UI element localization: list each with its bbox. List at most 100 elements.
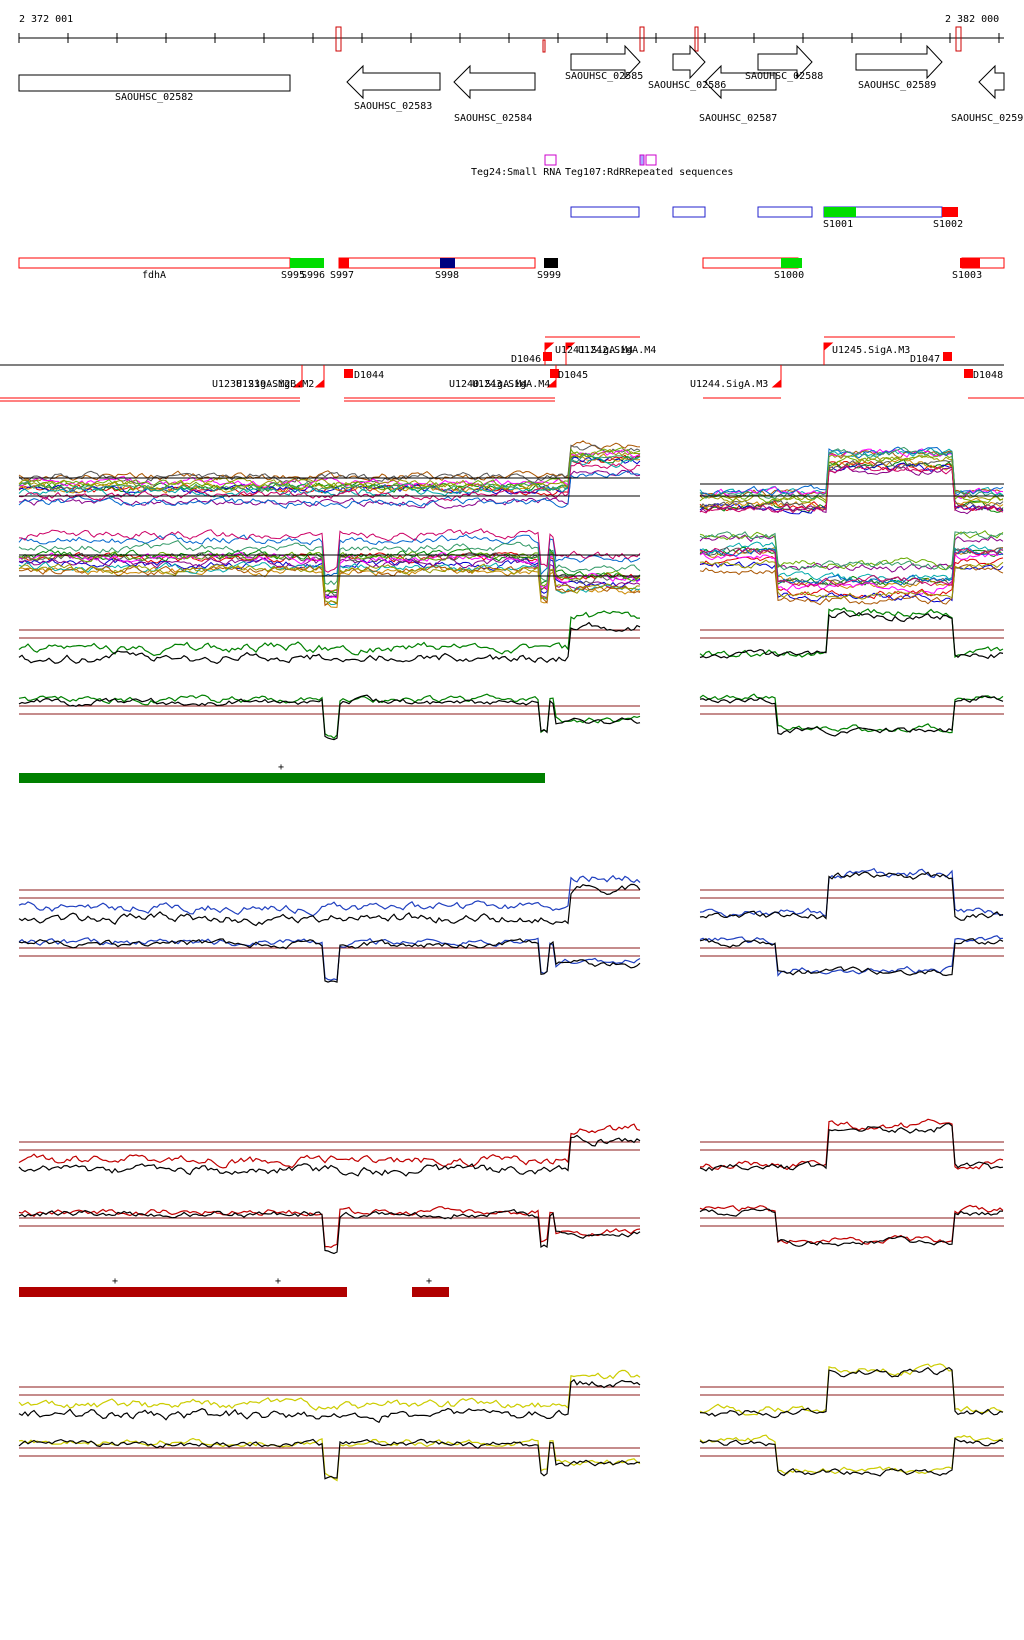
expr-trace-multi [18, 540, 641, 586]
expr-trace-multi [699, 446, 1004, 496]
expr-trace-multi [699, 460, 1004, 511]
gene-label: SAOUHSC_02586 [648, 80, 726, 91]
gene-saouhsc-02583[interactable]: SAOUHSC_02583 [346, 64, 441, 112]
gene-saouhsc-02586[interactable]: SAOUHSC_02586 [648, 44, 726, 91]
segment-track-upper: S1001 S1002 [570, 206, 963, 230]
expr-trace-multi [18, 551, 641, 599]
segment-s1002[interactable] [942, 207, 958, 217]
expr-trace-multi [18, 470, 641, 509]
terminator-label: D1045 [558, 370, 588, 381]
repeat-box[interactable] [645, 154, 657, 166]
gene-label: SAOUHSC_02589 [858, 80, 936, 91]
expr-trace-multi [699, 450, 1004, 499]
segment-label: S997 [330, 270, 354, 281]
band-plus: + [112, 1276, 118, 1287]
segment-label: S995 [281, 270, 305, 281]
expr-trace-multi [18, 533, 641, 577]
segment-label: S999 [537, 270, 561, 281]
expr-trace [699, 1204, 1004, 1245]
gene-label: SAOUHSC_02588 [745, 71, 823, 82]
expr-trace [699, 1437, 1004, 1477]
gene-saouhsc-02582[interactable]: SAOUHSC_02582 [18, 74, 291, 103]
misc-label: Teg24:Small RNA [471, 167, 561, 178]
promoter-label: U1245.SigA.M3 [832, 345, 910, 356]
segment-s997[interactable] [339, 258, 349, 268]
expr-trace [18, 1378, 641, 1424]
expr-trace-multi [699, 446, 1004, 500]
expr-trace-multi [18, 552, 641, 596]
expr-trace-multi [699, 454, 1004, 503]
segment-s995-s996[interactable] [290, 258, 324, 268]
promoter-label: U1239.SigB.M2 [236, 379, 314, 390]
segment-s1001[interactable] [824, 207, 856, 217]
segment-s999[interactable] [544, 258, 558, 268]
band-red[interactable] [19, 1287, 347, 1297]
expr-trace-multi [18, 440, 641, 483]
segment-label: fdhA [142, 270, 166, 281]
ruler-mark [955, 26, 962, 52]
expr-trace-multi [18, 563, 641, 604]
expr-trace [699, 1363, 1004, 1416]
promoter-label: U1241.SigA.M4 [555, 345, 633, 356]
expr-trace-multi [18, 528, 641, 573]
ruler-mark [335, 26, 342, 52]
expr-trace [18, 1123, 641, 1169]
expr-trace-multi [18, 561, 641, 605]
band-green[interactable] [19, 773, 545, 783]
gene-saouhsc-02588[interactable]: SAOUHSC_02588 [745, 44, 823, 82]
expr-trace-multi [18, 453, 641, 493]
expr-trace [699, 1434, 1004, 1475]
segment-s998[interactable] [440, 258, 455, 268]
gene-saouhsc-02589[interactable]: SAOUHSC_02589 [855, 44, 943, 91]
segment-s1003[interactable] [960, 258, 980, 268]
gene-saouhsc-02587[interactable]: SAOUHSC_02587 [699, 64, 777, 124]
promoter-label: U1240.SigA.M4 [449, 379, 527, 390]
band-plus: + [275, 1276, 281, 1287]
expr-trace-multi [699, 559, 1004, 600]
expression-tracks [18, 440, 1004, 1482]
expr-trace [699, 693, 1004, 734]
promoter-label: U1244.SigA.M3 [690, 379, 768, 390]
expr-trace-multi [699, 465, 1004, 514]
gene-saouhsc-02585[interactable]: SAOUHSC_02585 [565, 44, 643, 82]
expr-trace-multi [699, 547, 1004, 588]
repeat-box[interactable] [639, 154, 645, 166]
expr-trace [699, 938, 1004, 977]
expr-trace [18, 1206, 641, 1248]
gene-label: SAOUHSC_0259 [951, 113, 1023, 124]
coord-start: 2 372 001 [19, 14, 73, 25]
expr-trace-multi [18, 456, 641, 496]
segment-s1000[interactable] [781, 258, 802, 268]
coordinate-ruler: 2 372 001 2 382 000 [18, 14, 1004, 53]
segment-label: S996 [301, 270, 325, 281]
expr-trace-multi [699, 531, 1004, 571]
promoter-label: U1238.SigA.M2 [212, 379, 290, 390]
promoter-label: U1242.SigA.M4 [578, 345, 656, 356]
expr-trace [699, 607, 1004, 658]
gene-saouhsc-0259[interactable]: SAOUHSC_0259 [951, 64, 1023, 124]
promoter-track: U1241.SigA.M4 U1242.SigA.M4 U1245.SigA.M… [0, 336, 1024, 402]
gene-label: SAOUHSC_02587 [699, 113, 777, 124]
segment-label: S1003 [952, 270, 982, 281]
expr-trace [699, 1366, 1004, 1419]
expr-trace-multi [18, 448, 641, 491]
ruler-mark [639, 26, 645, 52]
terminator-label: D1046 [511, 354, 541, 365]
gene-track: SAOUHSC_02582 SAOUHSC_02583 SAOUHSC_0258… [18, 44, 1023, 124]
expr-trace [699, 695, 1004, 737]
expr-trace [699, 1208, 1004, 1247]
coord-end: 2 382 000 [945, 14, 999, 25]
small-rna-box[interactable] [544, 154, 557, 166]
expr-trace [700, 1118, 1004, 1171]
misc-label: Teg107:RdR [565, 167, 626, 178]
expr-trace-multi [699, 564, 1004, 606]
expr-trace [699, 1122, 1004, 1172]
terminator-label: D1047 [910, 354, 940, 365]
expr-trace [699, 871, 1004, 921]
expr-trace [18, 937, 641, 981]
gene-saouhsc-02584[interactable]: SAOUHSC_02584 [453, 64, 536, 124]
expr-trace [18, 1438, 640, 1480]
band-red[interactable] [412, 1287, 449, 1297]
segment-track-lower: fdhA S995 S996 S997 S998 S999 S1000 S100… [18, 257, 1005, 281]
